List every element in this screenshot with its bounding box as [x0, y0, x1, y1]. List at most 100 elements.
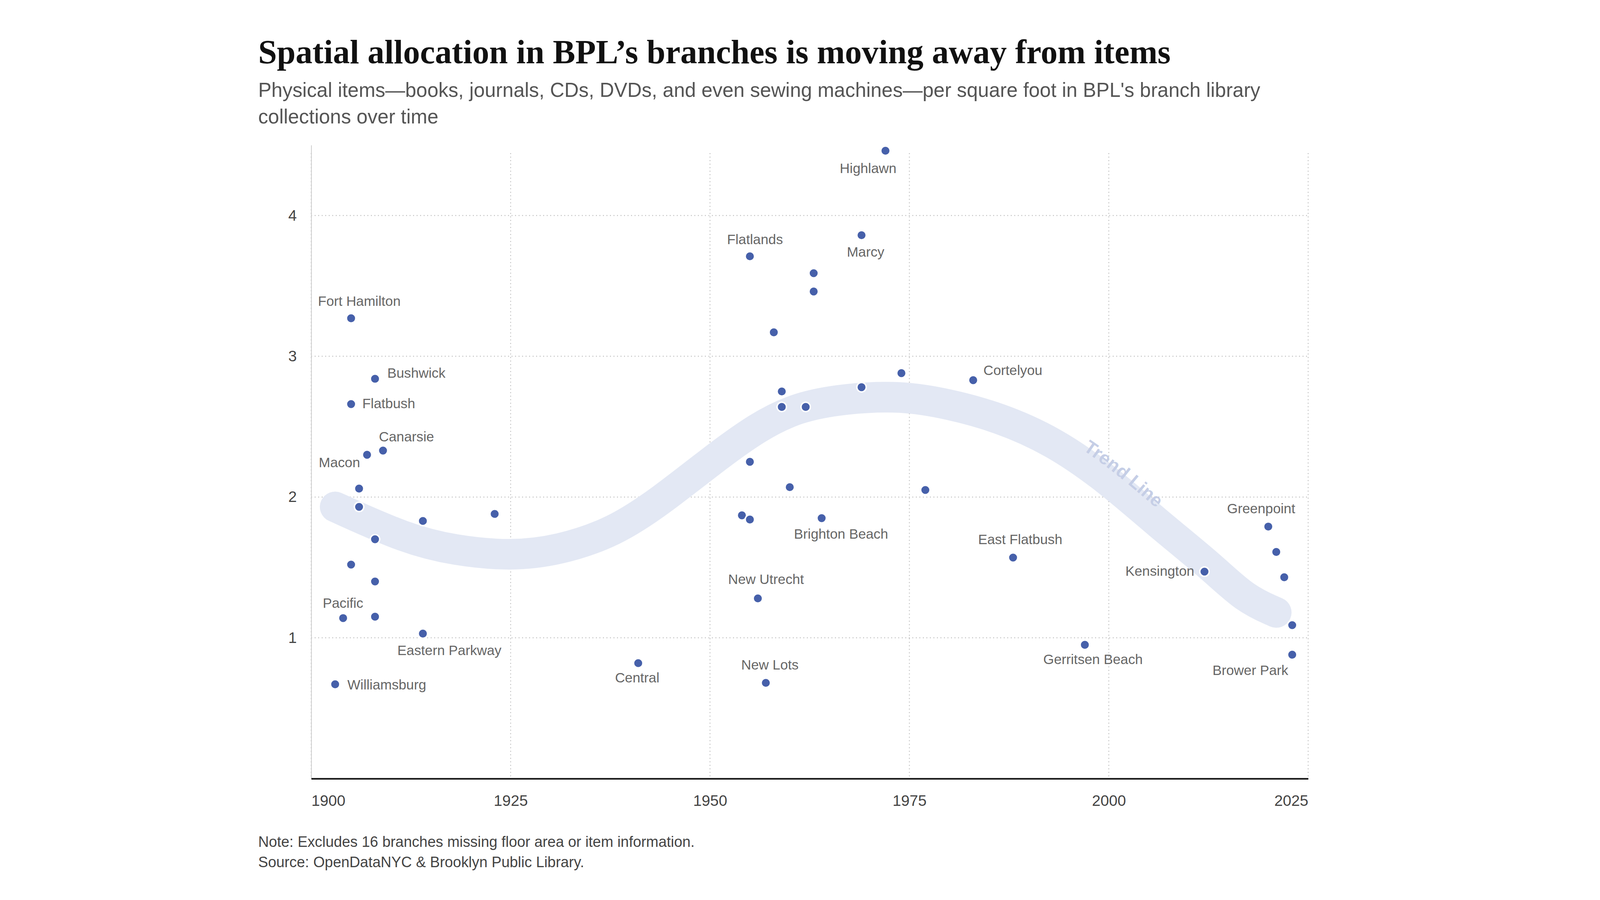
page: html,body{margin:0;padding:0;background:… [0, 0, 1600, 900]
subtitle: Physical items—books, journals, CDs, DVD… [258, 78, 1261, 128]
point-label: Bushwick [387, 365, 446, 381]
y-tick-label: 3 [288, 347, 297, 365]
marks [330, 146, 1297, 690]
subtitle-line: Physical items—books, journals, CDs, DVD… [258, 78, 1261, 102]
point-label: Greenpoint [1226, 500, 1296, 517]
point-label: East Flatbush [978, 531, 1063, 547]
point-label: Gerritsen Beach [1043, 651, 1143, 667]
y-axis-line [310, 145, 312, 779]
x-tick: 1925 [493, 778, 528, 809]
source: Source: OpenDataNYC & Brooklyn Public Li… [258, 853, 585, 871]
point [354, 483, 364, 494]
grid-line-y [311, 637, 1309, 639]
y-tick-label: 1 [288, 629, 297, 647]
point-label: New Lots [741, 657, 799, 673]
x-tick-label: 1950 [693, 792, 728, 809]
point [753, 593, 763, 604]
point [785, 482, 795, 492]
point [1279, 572, 1290, 583]
point [378, 445, 388, 456]
x-axis-line [311, 778, 1309, 780]
point-label: Brighton Beach [794, 526, 889, 542]
point [354, 502, 364, 512]
x-tick-label: 1925 [493, 792, 528, 809]
y-tick: 3 [288, 347, 312, 365]
point [633, 658, 643, 668]
point [745, 514, 755, 525]
grid [311, 153, 1309, 779]
grid-line-y [311, 214, 1309, 217]
x-tick: 2025 [1274, 778, 1309, 809]
point [362, 450, 372, 460]
point-label: Marcy [846, 244, 885, 260]
point [370, 612, 380, 622]
x-tick: 1900 [311, 778, 346, 809]
point-label: Flatbush [362, 395, 416, 411]
point [346, 313, 356, 324]
x-tick-label: 2000 [1091, 792, 1126, 809]
point [330, 679, 340, 690]
grid-line-y [311, 355, 1309, 358]
point [896, 368, 907, 378]
plot: 1 2 3 4 1900 1925 1950 1975 2000 2025 Trend Line Fo… [288, 145, 1309, 809]
title: Spatial allocation in BPL’s branches is … [258, 33, 1171, 71]
point [808, 268, 819, 278]
x-axis: 1900 1925 1950 1975 2000 2025 [311, 778, 1309, 809]
point-label: Central [614, 669, 660, 686]
point [745, 457, 755, 467]
y-tick: 1 [288, 629, 312, 647]
y-tick: 2 [288, 488, 312, 506]
point [816, 513, 827, 523]
point [346, 559, 356, 570]
x-tick: 1975 [892, 778, 927, 809]
x-tick: 1950 [693, 778, 728, 809]
trend-line [335, 397, 1277, 613]
point [370, 576, 380, 587]
y-tick: 4 [288, 207, 312, 224]
x-tick-label: 2025 [1274, 792, 1309, 809]
point [761, 678, 771, 688]
grid-line-x [510, 153, 512, 779]
annotations: Trend Line Fort Hamilton Bushwick Flatbush C… [317, 160, 1296, 692]
point [769, 327, 779, 338]
point [418, 516, 428, 526]
point [880, 146, 891, 156]
point [776, 386, 787, 397]
point-label: Pacific [322, 595, 364, 611]
note: Note: Excludes 16 branches missing floor… [258, 833, 695, 850]
point [346, 399, 356, 409]
grid-line-x [908, 153, 911, 779]
x-tick-label: 1975 [892, 792, 927, 809]
point-label: Flatlands [726, 231, 783, 247]
subtitle-line: collections over time [258, 105, 439, 128]
grid-line-x [1307, 153, 1309, 779]
point [1199, 566, 1209, 577]
point [968, 375, 978, 385]
point [920, 485, 931, 495]
y-tick-label: 2 [288, 488, 297, 506]
trend-label-path: Trend Line [1080, 435, 1168, 511]
point-label: Highlawn [839, 160, 897, 176]
y-axis: 1 2 3 4 [288, 145, 312, 779]
point-label: Brower Park [1212, 662, 1289, 678]
point [1080, 640, 1090, 650]
point-label: Williamsburg [347, 676, 427, 693]
point [1008, 552, 1018, 563]
point [489, 509, 500, 519]
point [857, 230, 867, 240]
point [801, 402, 811, 412]
point-label: Fort Hamilton [317, 293, 401, 309]
point [370, 534, 380, 544]
point [1287, 650, 1297, 660]
x-tick-label: 1900 [311, 792, 346, 809]
point [418, 628, 428, 639]
point [1271, 547, 1281, 557]
x-tick: 2000 [1091, 778, 1126, 809]
point-label: Cortelyou [983, 362, 1043, 378]
page-body: {"chart_data": { "type": "scatter", "tit… [0, 0, 1600, 900]
point-label: Macon [318, 454, 361, 470]
point [745, 251, 755, 261]
point-label: Canarsie [378, 428, 434, 445]
point-label: New Utrecht [728, 571, 804, 587]
y-tick-label: 4 [288, 207, 297, 224]
